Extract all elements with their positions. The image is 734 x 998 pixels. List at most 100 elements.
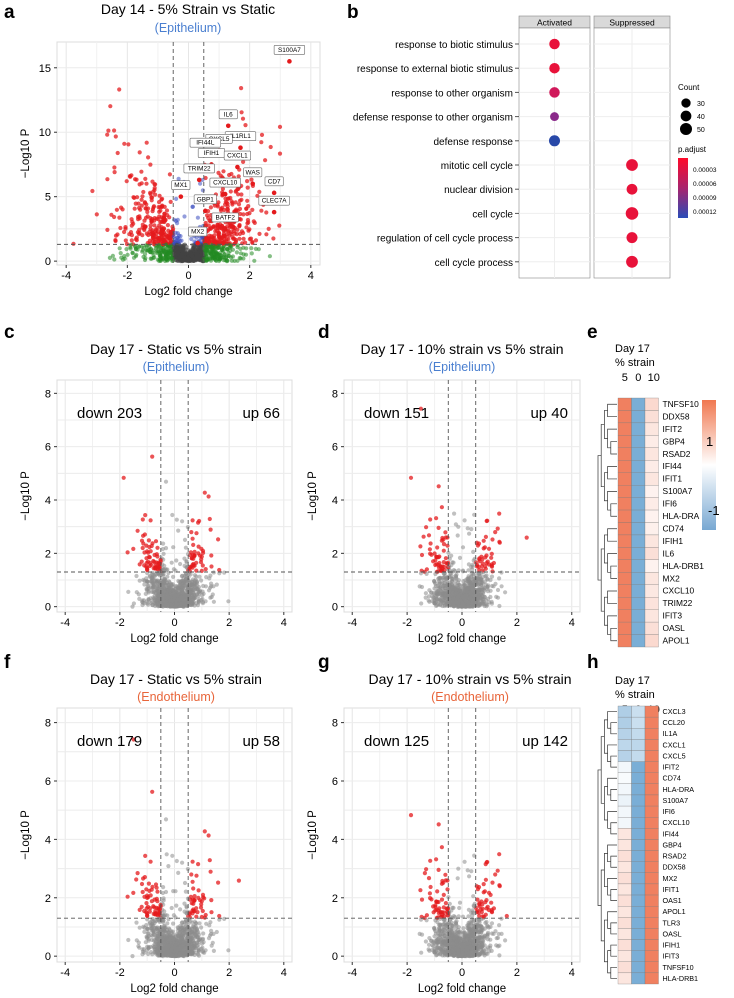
data-point [179,920,184,925]
gene-label-box [189,137,221,148]
data-point [152,585,157,590]
data-point [155,545,160,550]
data-point [139,881,145,887]
data-point [220,223,225,229]
data-point [137,596,142,602]
data-point [187,911,192,917]
x-tick-label: 2 [226,967,232,979]
data-point [419,552,425,558]
data-point [170,853,175,858]
y-axis-label: −Log10 P [20,471,32,521]
y-tick-label: 0 [45,256,51,268]
data-point [133,177,138,182]
data-point [186,599,191,604]
data-point [155,889,160,894]
data-point [469,564,474,570]
data-point [119,255,124,260]
data-point [209,910,214,915]
data-point [160,196,165,201]
data-point [155,597,160,602]
data-point [200,941,205,946]
data-point [147,244,152,250]
data-point [168,199,173,204]
data-point [201,583,206,589]
data-point [130,954,135,959]
data-point [471,549,476,555]
data-point [194,873,199,878]
data-point [199,252,204,257]
data-point [214,929,219,935]
data-point [423,595,428,600]
data-point [180,590,185,596]
data-point [132,206,137,211]
data-point [216,170,221,175]
data-point [105,132,110,137]
data-point [431,595,436,600]
data-point [190,247,195,252]
data-point [438,585,443,591]
data-point [172,590,177,595]
data-point [237,231,243,236]
data-point [216,200,221,205]
data-point [277,223,282,228]
data-point [156,571,161,576]
labeled-point [238,145,243,150]
data-point [161,232,166,237]
data-point [193,256,198,261]
data-point [189,253,194,258]
data-point [479,601,485,606]
data-point [167,172,172,177]
up-count: up 40 [530,405,568,422]
data-point [134,590,139,595]
data-point [209,564,214,569]
data-point [112,214,117,220]
data-point [144,887,149,892]
data-point [497,540,502,545]
data-point [164,208,170,213]
y-tick-label: 8 [332,388,338,400]
data-point [148,859,153,864]
data-point [182,880,188,886]
data-point [249,251,254,256]
data-point [176,176,181,181]
data-point [227,172,232,178]
data-point [150,789,155,794]
data-point [485,602,490,607]
data-point [146,951,151,957]
data-point [168,598,173,603]
data-point [164,852,169,857]
data-point [182,909,187,914]
data-point [165,574,170,579]
data-point [161,589,167,594]
data-point [436,562,441,567]
data-point [171,545,176,550]
data-point [206,223,211,228]
data-point [152,932,157,938]
data-point [249,177,254,182]
data-point [424,571,429,577]
data-point [190,579,195,584]
data-point [161,215,166,220]
y-tick-label: 5 [45,192,51,204]
data-point [145,579,150,584]
data-point [439,505,444,510]
data-point [171,574,176,580]
data-point [194,583,199,588]
data-point [117,246,122,251]
data-point [139,169,144,174]
data-point [239,110,244,115]
data-point [211,584,216,589]
data-point [124,179,129,184]
data-point [181,595,186,600]
data-point [209,928,214,934]
data-point [112,170,117,175]
data-point [147,909,152,914]
data-point [161,219,166,224]
data-point [160,585,165,590]
data-point [185,949,190,954]
data-point [209,581,214,586]
data-point [207,576,212,581]
gene-label: IL1RL1 [230,133,251,140]
data-point [486,546,492,551]
data-point [151,581,156,586]
